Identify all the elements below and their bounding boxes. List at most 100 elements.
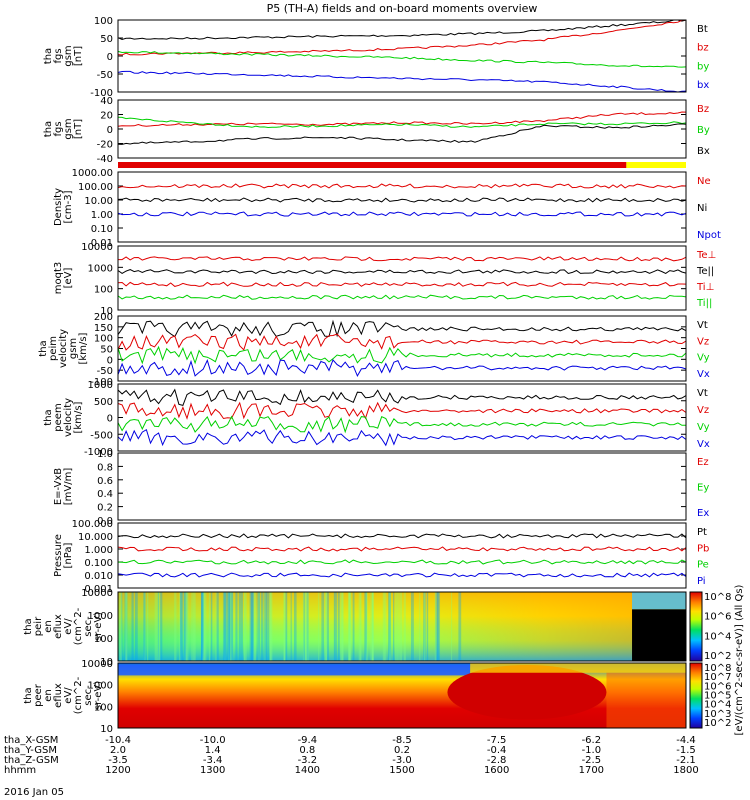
ytick-temperature: 10 [100,306,113,317]
ytick-fgs_gse: -40 [97,154,113,165]
ytick-pressure: 1.000 [84,545,113,556]
ylabel-peer_spectrogram: en [43,689,54,702]
ytick-pressure: 100.000 [72,519,113,530]
colorbar-tick: 10^7 [704,672,731,683]
legend-density-Ne: Ne [697,176,711,187]
series-peim_velocity-Vx [117,358,687,378]
panel-fgs_gse: tha fgs gsm [nT] 40 20 0 -20 -40 Bz By Bx [43,96,710,168]
ytick-efield: 0.2 [97,503,113,514]
ytick-peir_spectrogram: 1000 [88,611,113,622]
ylabel-peem_velocity: tha [43,409,54,425]
xaxis-value: -2.5 [582,755,602,766]
ytick-fgs_gse: -20 [97,140,113,151]
xaxis-value: 1300 [200,765,225,776]
ylabel-peim_velocity: velocity [58,329,69,368]
ylabel-fgs_gsm: fgs [53,48,64,63]
ytick-pressure: 0.001 [84,584,113,595]
series-pressure-Pi [117,572,687,578]
ytick-fgs_gse: 20 [100,111,113,122]
ytick-efield: 0.8 [97,462,113,473]
ytick-fgs_gsm: 100 [94,16,113,27]
ytick-fgs_gsm: -50 [97,70,113,81]
panel-efield: E=-VxB [mV/m] 1.0 0.8 0.6 0.4 0.2 0.0 Ez Ey Ex [53,449,709,527]
ylabel-fgs_gse: tha [43,121,54,137]
colorbar-upper [689,591,703,662]
ylabel-peir_spectrogram: sr-eV) [93,612,104,641]
legend-fgs_gse-Bz: Bz [697,104,709,115]
panel-peir_spectrogram: tha peir en eflux eV/(cm^2- sec-sr-eV)1000010… [23,588,687,668]
xaxis-value: -3.5 [108,755,128,766]
ylabel-fgs_gsm: gsm [63,45,74,66]
legend-fgs_gsm-by: by [697,61,709,72]
ytick-fgs_gse: 0 [107,125,113,136]
xaxis-value: -3.0 [392,755,412,766]
series-temperature-Ti|| [117,294,687,300]
ylabel-peem_velocity: [km/s] [73,401,84,433]
ylabel-peer_spectrogram: sec- [83,685,94,706]
xaxis-value: -0.4 [487,745,507,756]
ytick-pressure: 10.000 [78,532,113,543]
series-density-Ne [117,183,687,189]
xaxis-value: 1.4 [205,745,221,756]
ytick-peim_velocity: 50 [100,345,113,356]
ylabel-peer_spectrogram: tha [23,687,34,703]
ylabel-peir_spectrogram: (cm^2- [73,607,84,645]
legend-peim_velocity-Vz: Vz [697,336,709,347]
legend-density-Npot: Npot [697,230,721,241]
colorbar-tick: 10^8 [704,592,731,603]
panel-pressure: Pressure [nPa] 100.000 10.000 1.000 0.100 0.01… [53,519,709,595]
ylabel-peir_spectrogram: en [43,620,54,633]
series-density-Ni [117,197,687,203]
ytick-peem_velocity: -500 [90,430,113,441]
legend-peem_velocity-Vz: Vz [697,405,709,416]
ylabel-peem_velocity: velocity [63,398,74,437]
ylabel-peir_spectrogram: tha [23,618,34,634]
xaxis-value: -2.1 [676,755,696,766]
ylabel-peer_spectrogram: eV/ [63,687,74,704]
ytick-temperature: 1000 [88,263,113,274]
legend-peim_velocity-Vt: Vt [697,320,708,331]
series-peem_velocity-Vx [117,428,687,447]
date-label: 2016 Jan 05 [4,787,64,798]
colorbar-tick: 10^8 [704,663,731,674]
series-temperature-Te|| [117,269,687,275]
legend-peim_velocity-Vx: Vx [697,369,710,380]
ytick-efield: 0.0 [97,516,113,527]
ylabel-density: Density [53,188,64,226]
ytick-temperature: 100 [94,285,113,296]
series-peem_velocity-Vt [117,388,687,407]
ytick-peem_velocity: 0 [107,414,113,425]
series-fgs_gsm-Bt [117,19,687,41]
ytick-peer_spectrogram: 10 [100,724,113,735]
ylabel-peem_velocity: peem [53,403,64,431]
colorbar-tick: 10^4 [704,631,731,642]
ylabel-fgs_gse: [nT] [73,119,84,139]
series-fgs_gse-By [117,116,687,129]
ytick-peim_velocity: -100 [90,377,113,388]
legend-temperature-Te⊥: Te⊥ [696,250,716,261]
ytick-peim_velocity: 150 [94,323,113,334]
series-pressure-Pb [117,546,687,552]
series-fgs_gsm-bx [117,70,687,93]
ytick-peem_velocity: 1000 [88,380,113,391]
ylabel-peer_spectrogram: sr-eV) [93,681,104,710]
legend-fgs_gsm-bz: bz [697,43,709,54]
ytick-fgs_gsm: 0 [107,52,113,63]
xaxis-value: -10.4 [105,735,131,746]
ytick-density: 1.00 [91,210,113,221]
ytick-density: 1000.00 [72,168,113,179]
legend-efield-Ey: Ey [697,483,709,494]
ylabel-peer_spectrogram: (cm^2- [73,676,84,714]
series-pressure-Pt [117,533,687,539]
legend-pressure-Pi: Pi [697,576,706,587]
xaxis-value: -2.8 [487,755,507,766]
ytick-peer_spectrogram: 10000 [81,659,113,670]
ylabel-peim_velocity: gsm [68,338,79,359]
ylabel-peim_velocity: [km/s] [78,332,89,364]
series-peim_velocity-Vz [117,333,687,351]
ytick-density: 0.01 [91,238,113,249]
series-fgs_gsm-by [117,50,687,68]
ylabel-efield: [mV/m] [63,468,74,506]
legend-peem_velocity-Vx: Vx [697,439,710,450]
legend-fgs_gsm-bx: bx [697,80,709,91]
